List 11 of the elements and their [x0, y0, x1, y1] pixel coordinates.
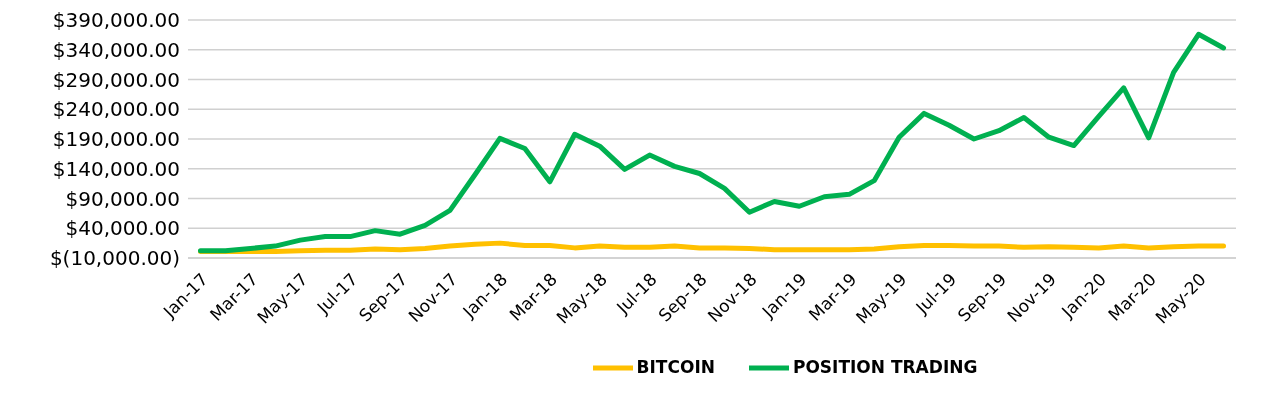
y-tick-label: $390,000.00: [52, 8, 180, 33]
legend-label: POSITION TRADING: [792, 356, 978, 377]
legend-label: BITCOIN: [636, 356, 715, 377]
y-tick-label: $290,000.00: [52, 67, 180, 92]
y-tick-label: $340,000.00: [52, 37, 180, 62]
y-tick-label: $190,000.00: [52, 127, 180, 152]
y-tick-label: $40,000.00: [65, 216, 180, 241]
y-tick-label: $(10,000.00): [49, 246, 180, 271]
y-tick-label: $240,000.00: [52, 97, 180, 122]
y-tick-label: $90,000.00: [65, 186, 180, 211]
y-tick-label: $140,000.00: [52, 156, 180, 181]
